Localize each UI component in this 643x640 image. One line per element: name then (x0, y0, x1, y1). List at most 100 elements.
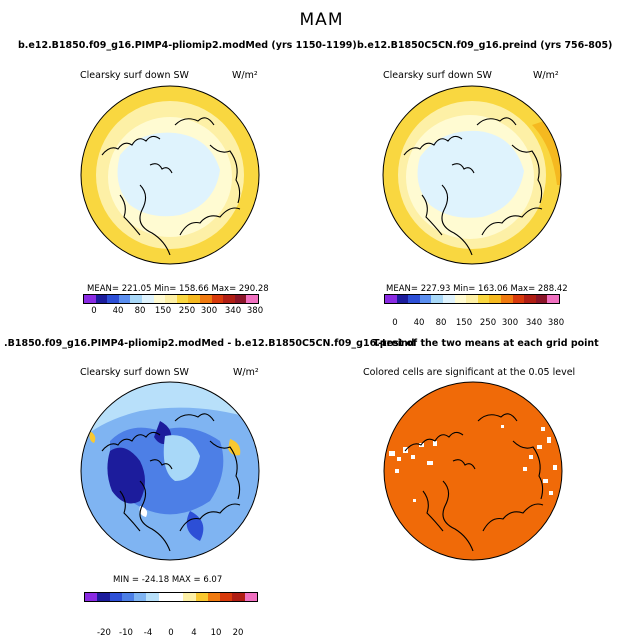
panel-4-significant-cells (384, 382, 562, 560)
panel-3-map (80, 381, 260, 561)
cbar-bin (220, 593, 233, 601)
cbar-bin (246, 295, 258, 303)
panel-3-polar-region (163, 435, 200, 481)
cbar-bin (211, 295, 224, 303)
tick-label: 300 (200, 306, 218, 316)
cbar-bin (396, 295, 409, 303)
cbar-bin (477, 295, 490, 303)
panel-1-coastlines (101, 117, 241, 256)
cbar-bin (524, 295, 536, 303)
panel-4-map (383, 381, 563, 561)
tick-label: 340 (224, 306, 242, 316)
panel-3-strong-negative-region (107, 447, 145, 504)
panel-3-coastlines (101, 413, 241, 552)
cbar-bin (165, 295, 177, 303)
panel-2-title: b.e12.B1850C5CN.f09_g16.preind (yrs 756-… (357, 40, 613, 51)
tick-label: -10 (119, 628, 133, 638)
cbar-bin (130, 295, 142, 303)
panel-2-variable: Clearsky surf down SW (383, 70, 492, 81)
panel-2-polar-region (417, 130, 524, 218)
cbar-bin (419, 295, 432, 303)
cbar-bin (109, 593, 122, 601)
panel-1-variable: Clearsky surf down SW (80, 70, 189, 81)
tick-label: 40 (413, 318, 425, 328)
tick-label: 80 (134, 306, 146, 316)
cbar-bin (535, 295, 548, 303)
panel-3-stats: MIN = -24.18 MAX = 6.07 (113, 575, 223, 585)
cbar-bin (95, 295, 108, 303)
panel-3-positive-patch-2 (228, 439, 241, 456)
cbar-bin (234, 295, 247, 303)
panel-3-positive-patch (89, 431, 96, 443)
cbar-bin (141, 295, 154, 303)
tick-label: 340 (525, 318, 543, 328)
cbar-bin (170, 593, 184, 601)
tick-label: 0 (91, 306, 97, 316)
cbar-bin (188, 295, 200, 303)
panel-1-colorbar-ticks: 0 40 80 150 250 300 340 380 (83, 306, 263, 318)
cbar-bin (199, 295, 212, 303)
panel-2-map-border (382, 85, 562, 265)
panel-4-nonsignificant-cells (389, 425, 557, 502)
tick-label: 380 (547, 318, 565, 328)
cbar-bin (466, 295, 478, 303)
panel-1-stats: MEAN= 221.05 Min= 158.66 Max= 290.28 (87, 284, 269, 294)
tick-label: 150 (154, 306, 172, 316)
cbar-bin (512, 295, 525, 303)
cbar-bin (244, 593, 257, 601)
tick-label: 10 (210, 628, 222, 638)
cbar-bin (134, 593, 147, 601)
cbar-bin (442, 295, 455, 303)
cbar-bin (85, 593, 98, 601)
tick-label: 80 (435, 318, 447, 328)
panel-3-neutral-patch (139, 506, 148, 517)
cbar-bin (97, 593, 110, 601)
tick-label: 4 (191, 628, 197, 638)
cbar-bin (385, 295, 397, 303)
cbar-bin (107, 295, 119, 303)
cbar-bin (121, 593, 135, 601)
panel-4-coastlines (404, 413, 544, 552)
panel-2-coastlines (403, 117, 543, 256)
panel-1-polar-region (117, 132, 220, 217)
panel-4-subtitle: Colored cells are significant at the 0.0… (363, 367, 576, 378)
cbar-bin (84, 295, 96, 303)
cbar-bin (223, 295, 235, 303)
cbar-bin (454, 295, 467, 303)
tick-label: 250 (178, 306, 196, 316)
tick-label: -20 (97, 628, 111, 638)
panel-1-map-border (80, 85, 260, 265)
cbar-bin (118, 295, 131, 303)
panel-3-map-border (80, 381, 260, 561)
panel-2-map (382, 85, 562, 265)
cbar-bin (547, 295, 559, 303)
cbar-bin (158, 593, 171, 601)
cbar-bin (176, 295, 189, 303)
cbar-bin (207, 593, 221, 601)
tick-label: 40 (112, 306, 124, 316)
panel-3-colorbar-ticks: -20 -10 -4 0 4 10 20 (84, 628, 258, 640)
panel-3-title: .B1850.f09_g16.PIMP4-pliomip2.modMed - b… (4, 338, 415, 349)
cbar-bin (146, 593, 159, 601)
cbar-bin (500, 295, 513, 303)
panel-3-colorbar (84, 592, 258, 602)
tick-label: 300 (501, 318, 519, 328)
panel-2-colorbar (384, 294, 560, 304)
panel-4-map-border (383, 381, 563, 561)
cbar-bin (183, 593, 196, 601)
panel-2-colorbar-ticks: 0 40 80 150 250 300 340 380 (384, 318, 564, 330)
cbar-bin (195, 593, 208, 601)
tick-label: 20 (232, 628, 244, 638)
panel-2-units: W/m² (533, 70, 559, 81)
tick-label: 0 (392, 318, 398, 328)
panel-1-units: W/m² (232, 70, 258, 81)
tick-label: 0 (168, 628, 174, 638)
cbar-bin (232, 593, 245, 601)
panel-1-colorbar (83, 294, 259, 304)
panel-1-map (80, 85, 260, 265)
tick-label: 380 (246, 306, 264, 316)
cbar-bin (489, 295, 501, 303)
panel-2-stats: MEAN= 227.93 Min= 163.06 Max= 288.42 (386, 284, 568, 294)
panel-4-title: T-test of the two means at each grid poi… (373, 338, 599, 349)
cbar-bin (408, 295, 420, 303)
